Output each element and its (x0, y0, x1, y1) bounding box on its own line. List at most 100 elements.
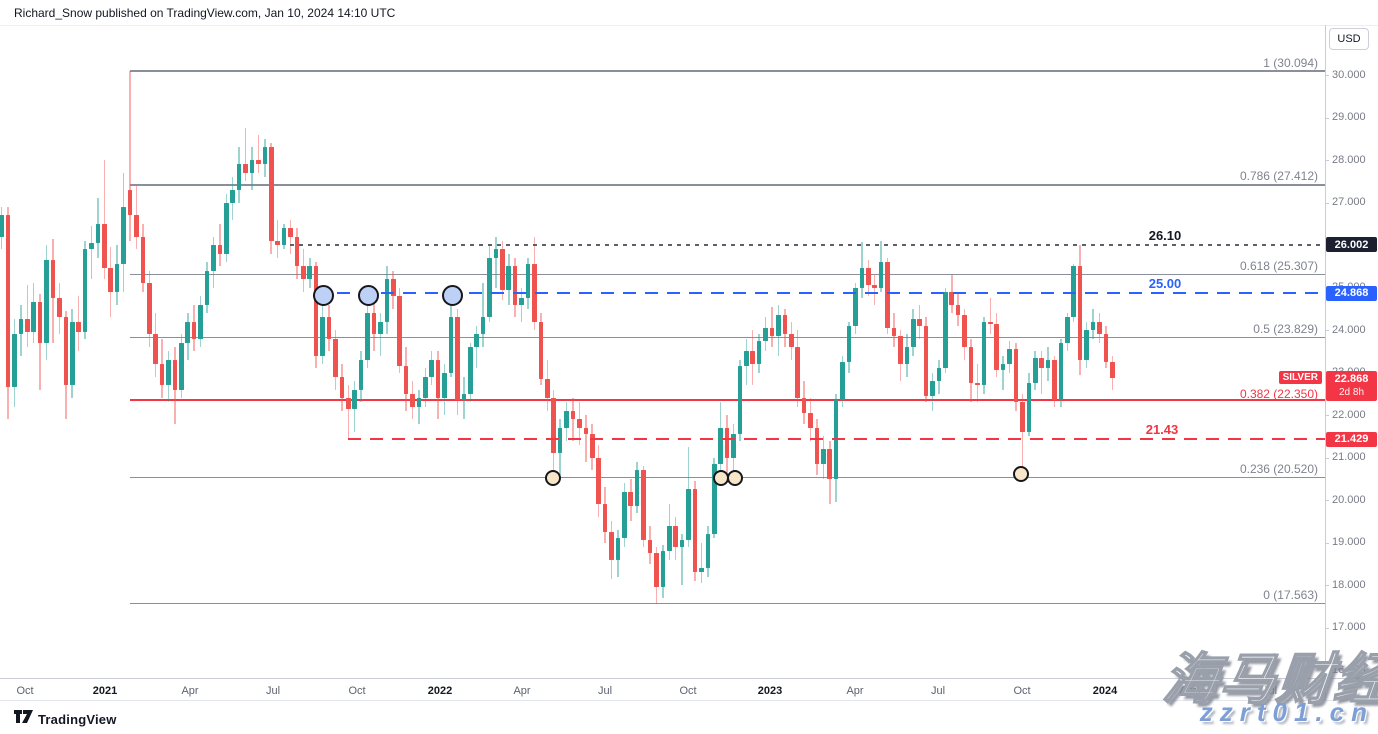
candle[interactable] (981, 321, 987, 386)
candle[interactable] (788, 334, 794, 347)
tan-circle-marker[interactable] (545, 470, 561, 486)
candle[interactable] (0, 215, 4, 237)
candle[interactable] (1109, 361, 1115, 379)
candle[interactable] (949, 291, 955, 305)
candle[interactable] (975, 383, 980, 386)
candle[interactable] (5, 215, 11, 388)
candle[interactable] (628, 491, 634, 507)
candle[interactable] (1020, 402, 1025, 432)
candle[interactable] (814, 427, 820, 464)
candle[interactable] (44, 259, 49, 343)
fib-level-line-0.786[interactable] (130, 184, 1325, 186)
candle[interactable] (179, 342, 184, 390)
candle[interactable] (217, 245, 223, 254)
candle[interactable] (525, 264, 531, 299)
candle[interactable] (891, 327, 897, 337)
candle[interactable] (506, 266, 512, 290)
candle[interactable] (474, 334, 479, 347)
tradingview-logo[interactable]: TradingView (14, 710, 117, 728)
candle[interactable] (769, 327, 775, 337)
candle[interactable] (288, 228, 293, 237)
fib-level-line-0[interactable] (130, 602, 1325, 605)
candle[interactable] (512, 266, 518, 305)
candle[interactable] (699, 568, 704, 573)
candle[interactable] (1077, 266, 1083, 360)
candle[interactable] (1052, 359, 1057, 401)
candle[interactable] (679, 540, 685, 547)
candle[interactable] (31, 302, 36, 333)
candle[interactable] (397, 296, 402, 367)
candle[interactable] (596, 457, 601, 505)
candle[interactable] (686, 489, 691, 541)
candle[interactable] (782, 315, 788, 335)
candle[interactable] (166, 359, 171, 386)
candle[interactable] (795, 347, 800, 398)
candle[interactable] (371, 313, 377, 335)
candle[interactable] (127, 189, 133, 216)
candle[interactable] (589, 434, 595, 458)
candle[interactable] (121, 206, 126, 265)
candle[interactable] (461, 393, 467, 401)
candle[interactable] (262, 147, 268, 165)
candle[interactable] (326, 317, 332, 339)
candle[interactable] (191, 321, 197, 339)
candle[interactable] (378, 321, 383, 335)
candle[interactable] (1000, 364, 1006, 371)
candle[interactable] (442, 372, 447, 398)
candle[interactable] (467, 347, 473, 394)
candle[interactable] (230, 189, 235, 203)
candle[interactable] (18, 319, 24, 335)
candle[interactable] (134, 215, 139, 237)
candle[interactable] (12, 334, 17, 388)
candle[interactable] (654, 553, 659, 588)
candle[interactable] (146, 283, 152, 335)
candle[interactable] (545, 378, 550, 398)
candle[interactable] (955, 304, 961, 316)
candle[interactable] (102, 223, 107, 269)
candle[interactable] (275, 240, 280, 245)
tan-circle-marker[interactable] (1013, 466, 1029, 482)
candle[interactable] (660, 551, 666, 588)
candle[interactable] (615, 538, 621, 560)
candle[interactable] (602, 504, 608, 532)
candle[interactable] (256, 160, 261, 165)
candle[interactable] (281, 228, 287, 245)
candle[interactable] (1039, 357, 1044, 369)
candle[interactable] (1084, 330, 1089, 360)
fib-level-line-0.5[interactable] (130, 336, 1325, 338)
candle[interactable] (943, 291, 948, 369)
candle[interactable] (301, 266, 306, 279)
candle[interactable] (307, 266, 313, 279)
candle[interactable] (853, 287, 858, 326)
candle[interactable] (827, 449, 833, 479)
candle[interactable] (455, 317, 460, 401)
candle[interactable] (500, 249, 505, 290)
candle[interactable] (448, 317, 454, 373)
candle[interactable] (570, 410, 576, 420)
candle[interactable] (410, 393, 415, 407)
candle[interactable] (243, 164, 248, 173)
candle[interactable] (622, 491, 627, 539)
candle[interactable] (898, 336, 903, 364)
candle[interactable] (429, 359, 435, 377)
candle[interactable] (403, 366, 409, 394)
candle[interactable] (756, 340, 762, 364)
candle[interactable] (211, 245, 216, 271)
candle[interactable] (808, 412, 813, 428)
candle[interactable] (776, 315, 781, 337)
candle[interactable] (384, 279, 390, 322)
fib-level-line-0.618[interactable] (130, 273, 1325, 276)
tan-circle-marker[interactable] (727, 470, 743, 486)
candle[interactable] (936, 368, 942, 381)
candle[interactable] (750, 351, 756, 364)
candle[interactable] (423, 376, 428, 398)
candle[interactable] (801, 398, 807, 413)
candle[interactable] (37, 302, 43, 343)
candle[interactable] (140, 236, 146, 284)
currency-toggle-button[interactable]: USD (1329, 28, 1369, 50)
candle[interactable] (987, 321, 993, 324)
blue-circle-marker[interactable] (357, 284, 379, 306)
candle[interactable] (185, 321, 191, 343)
candle[interactable] (859, 268, 865, 288)
candle[interactable] (339, 376, 345, 398)
